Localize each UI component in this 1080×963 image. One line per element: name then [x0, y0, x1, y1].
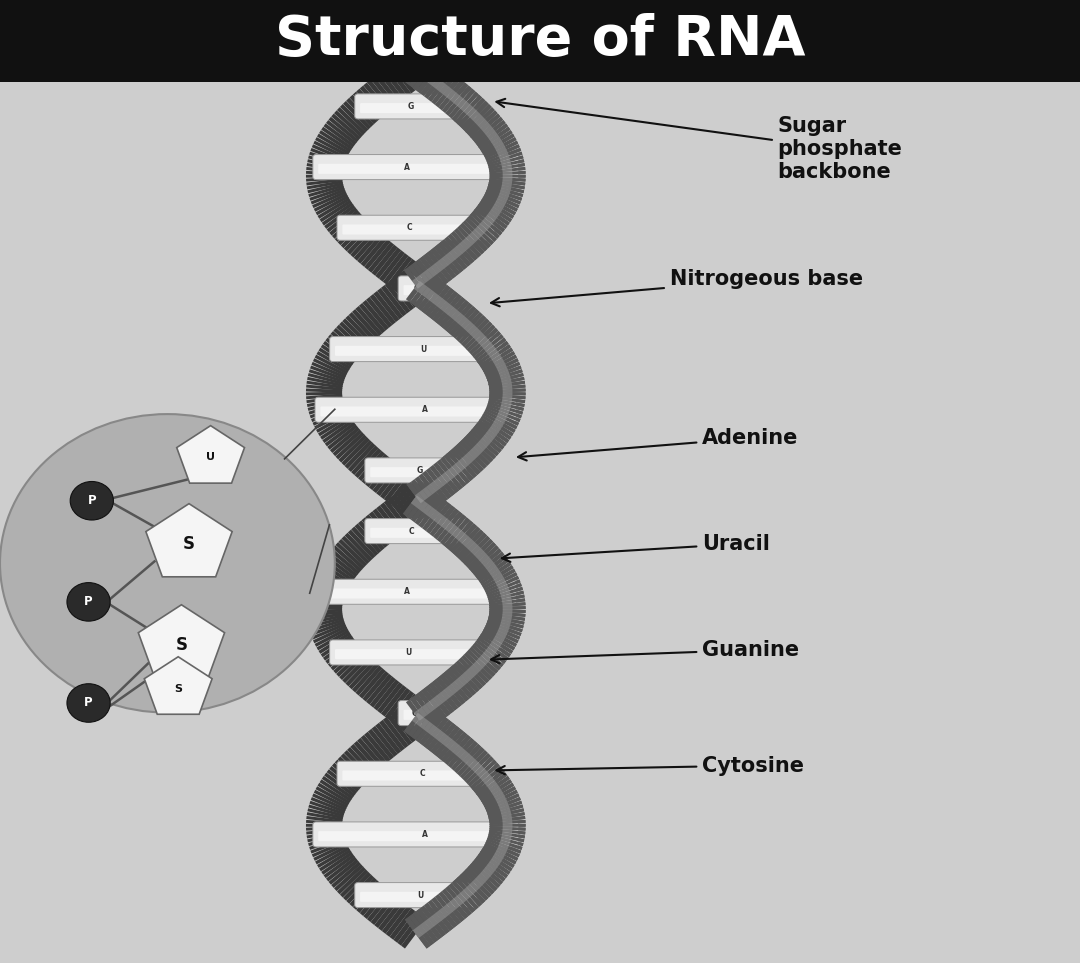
FancyBboxPatch shape: [313, 155, 518, 180]
FancyBboxPatch shape: [370, 467, 461, 478]
FancyBboxPatch shape: [315, 397, 516, 422]
Text: S: S: [174, 684, 183, 693]
Text: Sugar
phosphate
backbone: Sugar phosphate backbone: [497, 99, 903, 182]
Text: G: G: [414, 284, 419, 293]
FancyBboxPatch shape: [399, 275, 433, 300]
FancyBboxPatch shape: [319, 831, 513, 842]
Text: Nitrogeous base: Nitrogeous base: [491, 270, 863, 306]
FancyBboxPatch shape: [315, 579, 516, 605]
FancyBboxPatch shape: [404, 710, 428, 720]
Text: S: S: [183, 535, 195, 553]
FancyBboxPatch shape: [0, 0, 1080, 82]
FancyBboxPatch shape: [335, 649, 497, 659]
FancyBboxPatch shape: [365, 458, 467, 483]
FancyBboxPatch shape: [342, 224, 489, 235]
Text: P: P: [84, 696, 93, 710]
FancyBboxPatch shape: [360, 103, 472, 113]
Text: A: A: [422, 830, 428, 839]
Circle shape: [67, 684, 110, 722]
FancyBboxPatch shape: [360, 892, 472, 901]
FancyBboxPatch shape: [319, 164, 513, 173]
Text: P: P: [84, 595, 93, 609]
Text: Structure of RNA: Structure of RNA: [274, 13, 806, 67]
Text: Guanine: Guanine: [491, 640, 799, 664]
FancyBboxPatch shape: [313, 821, 518, 847]
Text: Adenine: Adenine: [518, 429, 798, 460]
Text: U: U: [206, 453, 215, 462]
Text: A: A: [422, 405, 428, 414]
FancyBboxPatch shape: [329, 639, 502, 664]
Text: A: A: [404, 163, 409, 171]
FancyBboxPatch shape: [337, 761, 495, 786]
Text: U: U: [418, 891, 423, 899]
FancyBboxPatch shape: [335, 346, 497, 355]
FancyBboxPatch shape: [354, 882, 477, 907]
FancyBboxPatch shape: [342, 770, 489, 780]
Circle shape: [0, 414, 335, 713]
Polygon shape: [146, 504, 232, 577]
FancyBboxPatch shape: [370, 528, 461, 537]
FancyBboxPatch shape: [329, 336, 502, 361]
FancyBboxPatch shape: [365, 518, 467, 543]
Text: A: A: [404, 587, 409, 596]
Text: G: G: [408, 102, 414, 111]
Text: S: S: [175, 637, 188, 654]
FancyBboxPatch shape: [404, 285, 428, 295]
Text: Uracil: Uracil: [502, 534, 770, 561]
FancyBboxPatch shape: [354, 93, 477, 118]
Polygon shape: [177, 426, 244, 483]
Text: C: C: [406, 223, 411, 232]
Text: G: G: [413, 709, 418, 717]
FancyBboxPatch shape: [399, 701, 433, 726]
Circle shape: [70, 482, 113, 520]
Polygon shape: [138, 605, 225, 678]
FancyBboxPatch shape: [321, 406, 511, 416]
Text: U: U: [405, 648, 411, 657]
Text: G: G: [417, 466, 423, 475]
Text: C: C: [409, 527, 415, 535]
Text: P: P: [87, 494, 96, 508]
FancyBboxPatch shape: [337, 215, 495, 241]
Text: C: C: [420, 769, 426, 778]
FancyBboxPatch shape: [321, 588, 511, 598]
Circle shape: [67, 583, 110, 621]
Polygon shape: [145, 657, 212, 715]
Text: Cytosine: Cytosine: [497, 756, 804, 775]
Text: U: U: [420, 345, 427, 353]
